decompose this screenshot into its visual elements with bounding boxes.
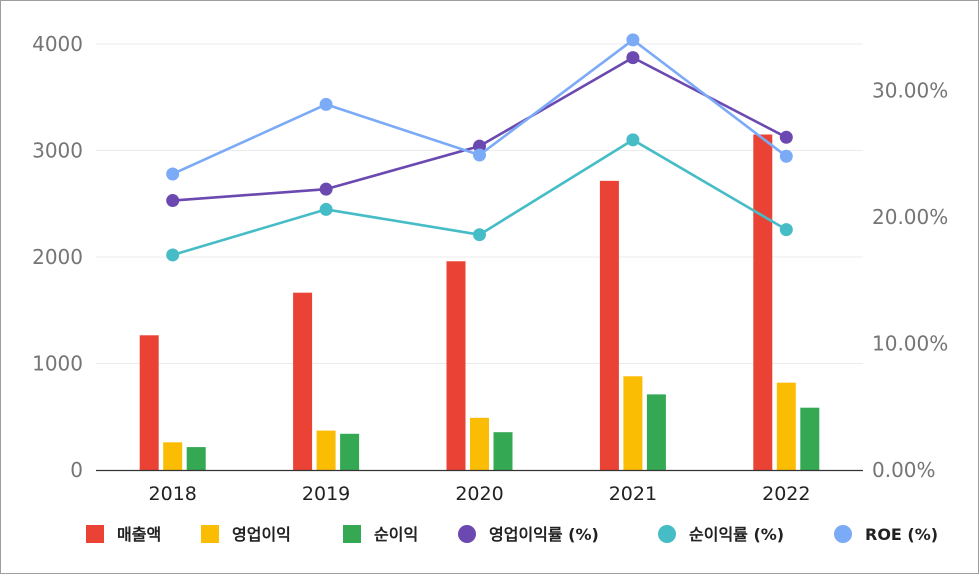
right-tick-label: 20.00% bbox=[872, 205, 948, 229]
legend-label: 영업이익 bbox=[232, 525, 291, 544]
data-point bbox=[166, 167, 180, 181]
x-tick-label: 2018 bbox=[149, 483, 197, 505]
left-tick-label: 2000 bbox=[32, 245, 83, 269]
grid-lines bbox=[96, 43, 863, 364]
bar bbox=[623, 376, 643, 470]
data-point bbox=[319, 202, 333, 216]
bar bbox=[470, 417, 489, 470]
data-point bbox=[626, 133, 640, 147]
bar bbox=[646, 394, 666, 470]
bar bbox=[293, 292, 313, 470]
legend-label: 영업이익률 (%) bbox=[489, 525, 599, 544]
right-tick-label: 0.00% bbox=[872, 458, 936, 482]
left-tick-label: 1000 bbox=[32, 352, 83, 376]
bar bbox=[163, 442, 183, 470]
bar bbox=[340, 433, 360, 470]
legend-swatch bbox=[834, 525, 852, 543]
legend-swatch bbox=[201, 525, 219, 543]
bar bbox=[186, 447, 206, 470]
bar bbox=[316, 430, 336, 470]
legend-label: 매출액 bbox=[117, 525, 161, 544]
legend-swatch bbox=[458, 525, 476, 543]
x-tick-label: 2019 bbox=[302, 483, 350, 505]
left-tick-label: 0 bbox=[70, 458, 83, 482]
left-tick-label: 3000 bbox=[32, 139, 83, 163]
legend-label: 순이익 bbox=[374, 525, 418, 544]
data-point bbox=[779, 130, 793, 144]
right-tick-label: 10.00% bbox=[872, 332, 948, 356]
bar bbox=[753, 134, 773, 470]
bar bbox=[493, 432, 513, 470]
legend-label: 순이익률 (%) bbox=[689, 525, 784, 544]
legend: 매출액 영업이익 순이익 영업이익률 (%) 순이익률 (%) ROE (%) bbox=[86, 525, 938, 544]
line-series-group bbox=[166, 33, 793, 262]
data-point bbox=[473, 148, 486, 162]
data-point bbox=[166, 248, 180, 262]
bar bbox=[800, 407, 820, 470]
left-tick-label: 4000 bbox=[32, 32, 83, 56]
right-tick-label: 30.00% bbox=[872, 79, 948, 103]
bar-series-group bbox=[139, 134, 820, 471]
bar bbox=[776, 382, 796, 470]
bar bbox=[446, 261, 466, 470]
legend-swatch bbox=[86, 525, 104, 543]
data-point bbox=[626, 33, 640, 47]
legend-label: ROE (%) bbox=[865, 525, 938, 544]
data-point bbox=[319, 182, 333, 196]
bar bbox=[599, 180, 619, 471]
x-tick-label: 2020 bbox=[455, 483, 503, 505]
x-axis: 2018 2019 2020 2021 2022 bbox=[149, 483, 811, 505]
data-point bbox=[779, 149, 793, 163]
left-axis: 0 1000 2000 3000 4000 bbox=[32, 32, 83, 482]
right-axis: 0.00% 10.00% 20.00% 30.00% bbox=[872, 79, 948, 483]
data-point bbox=[779, 223, 793, 237]
x-tick-label: 2021 bbox=[609, 483, 657, 505]
x-tick-label: 2022 bbox=[762, 483, 810, 505]
data-point bbox=[626, 51, 640, 65]
data-point bbox=[166, 194, 180, 208]
series-line bbox=[172, 56, 787, 202]
bar bbox=[139, 335, 159, 470]
data-point bbox=[319, 97, 333, 111]
data-point bbox=[473, 228, 486, 242]
legend-swatch bbox=[343, 525, 361, 543]
legend-swatch bbox=[658, 525, 676, 543]
